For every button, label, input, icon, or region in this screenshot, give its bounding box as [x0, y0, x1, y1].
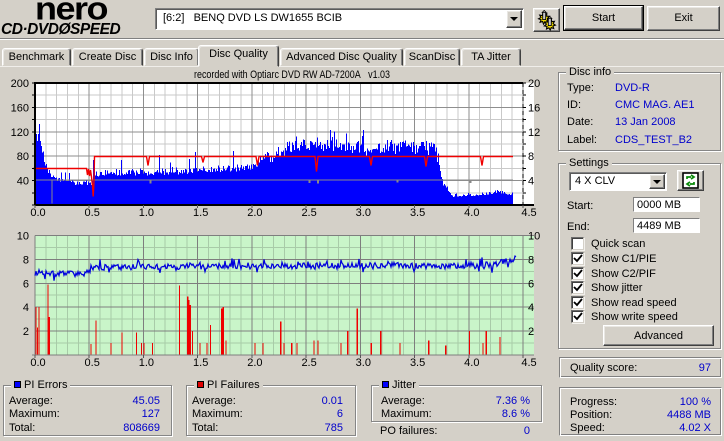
- svg-text:4.0: 4.0: [464, 357, 479, 369]
- svg-text:4.5: 4.5: [521, 357, 536, 369]
- svg-text:160: 160: [11, 102, 29, 114]
- svg-text:1.5: 1.5: [193, 207, 208, 219]
- svg-text:recorded with Optiarc DVD RW A: recorded with Optiarc DVD RW AD-7200A v1…: [194, 69, 390, 81]
- svg-text:2.0: 2.0: [247, 207, 262, 219]
- svg-text:1.5: 1.5: [193, 357, 208, 369]
- svg-text:2.0: 2.0: [247, 357, 262, 369]
- svg-text:4: 4: [528, 176, 534, 188]
- svg-text:1.0: 1.0: [139, 357, 154, 369]
- svg-text:8: 8: [23, 254, 29, 266]
- svg-text:1.0: 1.0: [139, 207, 154, 219]
- svg-text:80: 80: [17, 151, 29, 163]
- svg-text:3.0: 3.0: [356, 207, 371, 219]
- svg-text:4.0: 4.0: [464, 207, 479, 219]
- svg-text:40: 40: [17, 176, 29, 188]
- svg-text:8: 8: [528, 254, 534, 266]
- svg-text:2.5: 2.5: [301, 357, 316, 369]
- svg-text:2.5: 2.5: [301, 207, 316, 219]
- svg-text:10: 10: [17, 231, 29, 243]
- svg-text:16: 16: [528, 102, 540, 114]
- svg-text:12: 12: [528, 127, 540, 139]
- svg-text:3.5: 3.5: [410, 357, 425, 369]
- svg-text:0.5: 0.5: [85, 207, 100, 219]
- svg-text:3.0: 3.0: [356, 357, 371, 369]
- svg-text:20: 20: [528, 78, 540, 90]
- svg-text:8: 8: [528, 151, 534, 163]
- svg-text:10: 10: [528, 231, 540, 243]
- svg-text:0.5: 0.5: [85, 357, 100, 369]
- svg-text:3.5: 3.5: [410, 207, 425, 219]
- svg-text:0.0: 0.0: [30, 357, 45, 369]
- svg-text:2: 2: [528, 326, 534, 338]
- svg-text:2: 2: [23, 326, 29, 338]
- svg-text:6: 6: [23, 278, 29, 290]
- svg-text:4: 4: [528, 302, 534, 314]
- svg-text:4: 4: [23, 302, 29, 314]
- svg-text:4.5: 4.5: [521, 207, 536, 219]
- svg-text:200: 200: [11, 78, 29, 90]
- svg-text:6: 6: [528, 278, 534, 290]
- svg-text:0.0: 0.0: [30, 207, 45, 219]
- svg-text:120: 120: [11, 127, 29, 139]
